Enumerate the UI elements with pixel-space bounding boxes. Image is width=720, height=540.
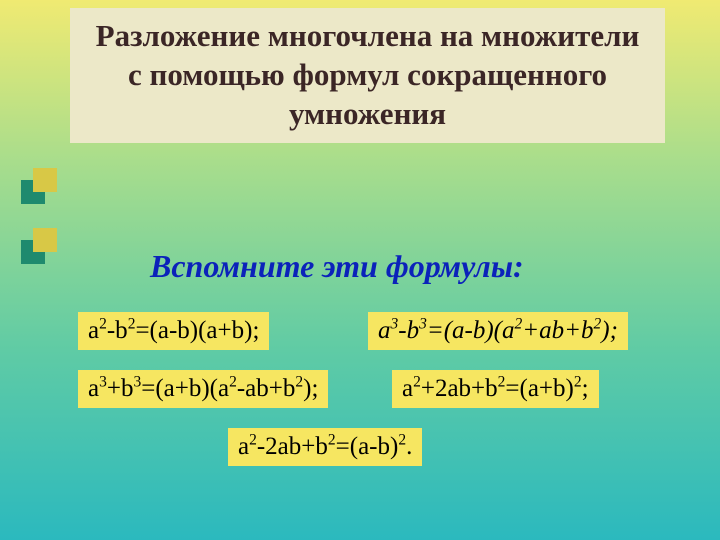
formula-sum-cubes: a3+b3=(a+b)(a2-ab+b2); [78,370,328,408]
subtitle: Вспомните эти формулы: [150,248,524,285]
formula-square-diff: a2-2ab+b2=(a-b)2. [228,428,422,466]
bullet-icon [21,168,59,206]
formula-diff-squares: a2-b2=(a-b)(a+b); [78,312,269,350]
formula-diff-cubes: a3-b3=(a-b)(a2+ab+b2); [368,312,628,350]
bullet-icon [21,228,59,266]
title-box: Разложение многочлена на множители с пом… [70,8,665,143]
slide-title: Разложение многочлена на множители с пом… [90,17,645,133]
formula-square-sum: a2+2ab+b2=(a+b)2; [392,370,599,408]
